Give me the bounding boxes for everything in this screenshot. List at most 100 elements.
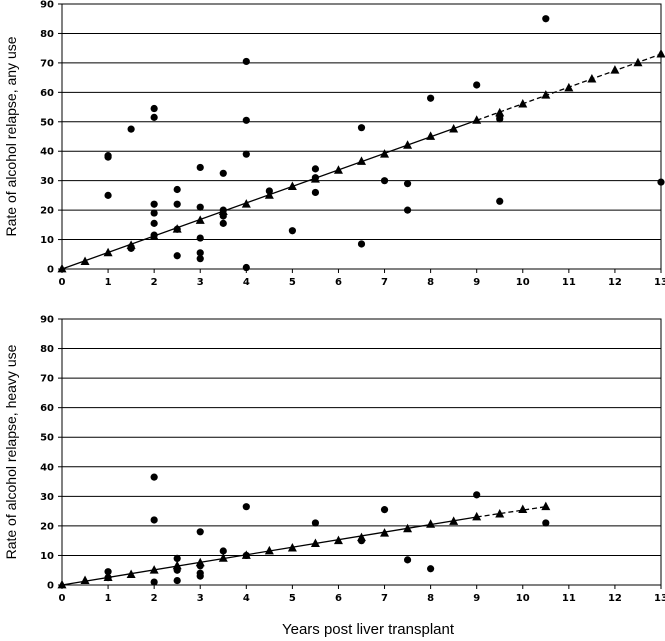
y-tick-label: 50 — [40, 117, 54, 128]
data-point-triangle — [633, 57, 643, 67]
x-tick-label: 11 — [562, 593, 576, 604]
data-point-triangle — [472, 511, 482, 521]
data-point-circle — [173, 554, 181, 563]
data-point-circle — [311, 188, 320, 197]
data-point-triangle — [541, 501, 551, 511]
y-tick-label: 30 — [40, 492, 54, 503]
data-point-triangle — [357, 532, 366, 542]
x-tick-label: 9 — [473, 593, 480, 604]
y-tick-label: 30 — [40, 176, 54, 187]
data-point-triangle — [264, 190, 274, 199]
data-point-triangle — [172, 224, 182, 233]
data-point-triangle — [287, 542, 297, 552]
x-tick-label: 9 — [473, 277, 480, 288]
data-point-triangle — [333, 165, 343, 174]
y-tick-label: 0 — [47, 581, 54, 592]
data-point-circle — [242, 116, 250, 124]
y-tick-label: 10 — [40, 235, 54, 246]
y-tick-label: 90 — [40, 315, 54, 326]
x-tick-label: 5 — [289, 593, 296, 604]
data-point-circle — [403, 206, 412, 214]
data-point-circle — [311, 519, 320, 527]
data-point-triangle — [310, 174, 320, 183]
trend-line-dashed — [476, 506, 546, 518]
data-point-circle — [196, 249, 204, 257]
data-point-triangle — [264, 545, 274, 555]
x-tick-label: 10 — [516, 593, 530, 604]
data-point-triangle — [449, 516, 459, 525]
data-point-circle — [242, 57, 250, 66]
y-tick-label: 40 — [40, 462, 54, 473]
x-tick-label: 13 — [654, 593, 665, 604]
y-tick-label: 60 — [40, 88, 54, 99]
data-point-circle — [473, 81, 481, 89]
data-point-triangle — [149, 565, 159, 574]
data-point-circle — [380, 177, 389, 185]
y-tick-label: 20 — [40, 206, 54, 217]
y-tick-label: 40 — [40, 147, 54, 158]
data-point-circle — [104, 153, 112, 161]
data-point-triangle — [518, 504, 528, 514]
data-point-circle — [380, 506, 389, 514]
y-axis-title: Rate of alcohol relapse, any use — [3, 36, 19, 236]
x-tick-label: 4 — [243, 277, 250, 288]
x-tick-label: 1 — [105, 593, 112, 604]
data-point-circle — [150, 578, 158, 586]
data-point-triangle — [103, 572, 113, 582]
y-tick-label: 10 — [40, 551, 54, 562]
data-point-circle — [357, 240, 366, 248]
x-tick-label: 2 — [151, 593, 158, 604]
plot-frame — [61, 3, 662, 270]
data-point-circle — [427, 94, 435, 102]
data-point-triangle — [472, 115, 482, 124]
data-point-triangle — [333, 535, 343, 545]
data-point-circle — [150, 113, 158, 121]
data-point-triangle — [57, 263, 67, 273]
data-point-triangle — [495, 107, 505, 117]
data-point-triangle — [195, 215, 205, 224]
data-point-circle — [288, 227, 296, 235]
data-point-circle — [196, 203, 204, 211]
data-point-circle — [104, 191, 112, 199]
data-point-triangle — [195, 557, 205, 567]
x-tick-label: 3 — [197, 593, 204, 604]
data-point-circle — [127, 125, 135, 133]
data-point-triangle — [218, 206, 228, 215]
data-point-triangle — [380, 149, 390, 158]
data-point-circle — [196, 234, 204, 242]
data-point-circle — [196, 572, 204, 580]
data-point-triangle — [126, 569, 136, 579]
x-tick-label: 8 — [427, 593, 434, 604]
data-point-triangle — [656, 48, 665, 58]
x-tick-label: 2 — [151, 277, 158, 288]
y-tick-label: 90 — [40, 0, 54, 11]
data-point-circle — [104, 568, 112, 576]
x-tick-label: 11 — [562, 277, 576, 288]
data-point-triangle — [610, 65, 620, 74]
x-tick-label: 3 — [197, 277, 204, 288]
data-point-circle — [427, 565, 435, 573]
x-tick-label: 12 — [608, 277, 622, 288]
data-point-circle — [242, 263, 250, 272]
data-point-circle — [173, 185, 181, 194]
data-point-circle — [542, 15, 550, 23]
data-point-circle — [403, 180, 412, 188]
data-point-triangle — [126, 240, 136, 249]
data-point-triangle — [426, 519, 436, 528]
data-point-circle — [196, 255, 204, 263]
data-point-circle — [150, 209, 158, 217]
data-point-triangle — [241, 550, 251, 559]
data-point-triangle — [149, 231, 159, 241]
data-point-triangle — [310, 538, 320, 548]
data-point-triangle — [403, 140, 413, 149]
data-point-circle — [150, 219, 158, 227]
data-point-circle — [173, 200, 181, 208]
x-tick-label: 6 — [335, 593, 342, 604]
data-point-triangle — [518, 99, 528, 108]
y-tick-label: 50 — [40, 433, 54, 444]
data-point-triangle — [172, 560, 182, 570]
data-point-circle — [542, 519, 550, 527]
